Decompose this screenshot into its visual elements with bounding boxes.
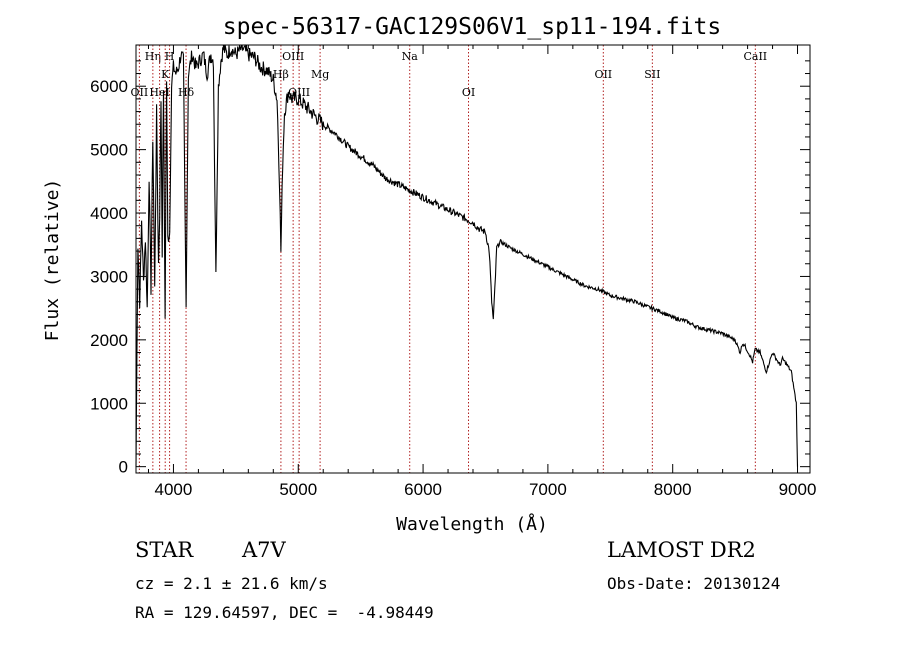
redshift-value: cz = 2.1 ± 21.6 km/s [135,574,328,593]
y-tick-label: 3000 [90,267,128,286]
line-marker-label: Na [402,50,419,63]
survey-name: LAMOST DR2 [607,538,756,562]
chart-title: spec-56317-GAC129S06V1_sp11-194.fits [223,14,722,40]
x-tick-label: 8000 [654,480,692,499]
spectrum-line [135,44,799,467]
y-tick-label: 0 [119,458,128,477]
y-tick-label: 1000 [90,394,128,413]
line-marker-label: OI [462,86,475,99]
line-marker-label: CaII [743,50,767,63]
line-marker-label: Mg [311,68,329,81]
x-tick-label: 9000 [779,480,817,499]
y-tick-label: 6000 [90,77,128,96]
y-tick-label: 2000 [90,331,128,350]
line-marker-label: OIII [282,50,304,63]
object-type: STAR [135,538,194,562]
x-tick-label: 6000 [404,480,442,499]
line-marker-label: K [161,68,170,81]
coordinates: RA = 129.64597, DEC = -4.98449 [135,603,434,622]
x-tick-label: 5000 [279,480,317,499]
axes: 4000 5000 6000 7000 8000 9000 0 1000 2000 3000 400… [90,45,816,499]
plot-frame [135,44,811,474]
line-marker-label: OII [594,68,612,81]
y-axis-label: Flux (relative) [42,179,63,342]
x-axis-label: Wavelength (Å) [396,513,548,535]
line-marker-label: HeI [149,86,169,99]
object-subclass: A7V [242,538,286,562]
x-tick-label: 4000 [155,480,193,499]
line-marker-label: SII [644,68,660,81]
x-tick-label: 7000 [529,480,567,499]
line-marker-label: H [165,50,175,63]
line-marker-label: Hη [145,50,161,63]
line-marker-label: OII [131,86,149,99]
line-marker-label: Hβ [273,68,289,81]
y-tick-label: 5000 [90,141,128,160]
line-marker-label: Hδ [178,86,195,99]
spectrum-series [135,44,799,467]
observation-date: Obs-Date: 20130124 [607,574,781,593]
y-tick-label: 4000 [90,204,128,223]
